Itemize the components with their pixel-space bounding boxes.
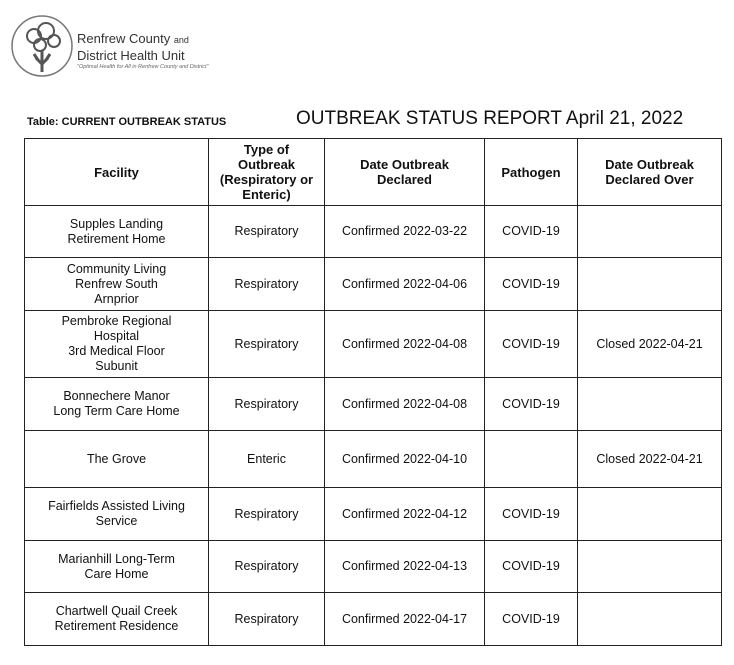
table-label: Table: CURRENT OUTBREAK STATUS xyxy=(27,116,227,128)
type-cell: Respiratory xyxy=(208,310,325,378)
column-header: Facility xyxy=(24,138,209,206)
table-row: Pembroke Regional Hospital 3rd Medical Flo… xyxy=(24,310,722,378)
column-header: Pathogen xyxy=(484,138,578,206)
facility-line: Community Living xyxy=(66,261,167,276)
table-body: Supples Landing Retirement Home Respirator… xyxy=(24,205,722,646)
outbreak-table: Facility Type of Outbreak (Respiratory or… xyxy=(24,138,722,646)
facility-line: Subunit xyxy=(95,359,138,373)
facility-line: Retirement Home xyxy=(67,231,166,246)
facility-cell: Fairfields Assisted Living Service xyxy=(24,487,209,541)
org-name-line-2: District Health Unit xyxy=(77,48,185,63)
header-row: Facility Type of Outbreak (Respiratory or… xyxy=(24,138,722,206)
facility-line: Chartwell Quail Creek xyxy=(55,604,178,618)
type-cell: Respiratory xyxy=(208,377,325,431)
logo xyxy=(11,15,73,77)
facility-line: Service xyxy=(95,514,138,528)
column-header: Date Outbreak Declared Over xyxy=(577,138,722,206)
facility-line: Retirement Residence xyxy=(54,619,179,633)
type-cell: Enteric xyxy=(208,430,325,488)
pathogen-cell: COVID-19 xyxy=(484,205,578,258)
over-cell xyxy=(577,487,722,541)
facility-line: Pembroke Regional xyxy=(61,314,172,328)
declared-cell: Confirmed 2022-04-12 xyxy=(324,487,485,541)
pathogen-cell: COVID-19 xyxy=(484,487,578,541)
facility-line: Fairfields Assisted Living xyxy=(48,499,185,513)
over-cell: Closed 2022-04-21 xyxy=(577,310,722,378)
facility-line: Hospital xyxy=(93,329,140,343)
type-cell: Respiratory xyxy=(208,257,325,311)
over-cell xyxy=(577,540,722,593)
declared-cell: Confirmed 2022-04-10 xyxy=(324,430,485,488)
pathogen-cell: COVID-19 xyxy=(484,592,578,646)
facility-line: 3rd Medical Floor xyxy=(68,344,165,358)
facility-cell: Bonnechere Manor Long Term Care Home xyxy=(24,377,209,431)
facility-line: Long Term Care Home xyxy=(53,404,180,418)
type-cell: Respiratory xyxy=(208,487,325,541)
table-row: The Grove Enteric Confirmed 2022-04-10 Clos… xyxy=(24,430,722,488)
over-cell xyxy=(577,257,722,311)
facility-line: Bonnechere Manor xyxy=(63,389,170,403)
facility-cell: Chartwell Quail Creek Retirement Residenc… xyxy=(24,592,209,646)
pathogen-cell: COVID-19 xyxy=(484,377,578,431)
facility-cell: The Grove xyxy=(24,430,209,488)
declared-cell: Confirmed 2022-04-06 xyxy=(324,257,485,311)
declared-cell: Confirmed 2022-04-13 xyxy=(324,540,485,593)
over-cell xyxy=(577,592,722,646)
report-title: OUTBREAK STATUS REPORT April 21, 2022 xyxy=(296,108,684,129)
pathogen-cell: COVID-19 xyxy=(484,310,578,378)
org-name-line-1: Renfrew County and xyxy=(77,31,189,46)
facility-line: Care Home xyxy=(84,566,149,581)
facility-line: Supples Landing xyxy=(69,216,164,231)
column-header: Date Outbreak Declared xyxy=(324,138,485,206)
facility-cell: Supples Landing Retirement Home xyxy=(24,205,209,258)
over-cell xyxy=(577,377,722,431)
type-cell: Respiratory xyxy=(208,205,325,258)
facility-line: Marianhill Long-Term xyxy=(58,551,175,566)
type-cell: Respiratory xyxy=(208,592,325,646)
over-cell: Closed 2022-04-21 xyxy=(577,430,722,488)
org-name-suffix: and xyxy=(173,35,189,45)
facility-line: Arnprior xyxy=(94,291,139,306)
declared-cell: Confirmed 2022-04-08 xyxy=(324,377,485,431)
declared-cell: Confirmed 2022-04-08 xyxy=(324,310,485,378)
pathogen-cell xyxy=(484,430,578,488)
table-row: Supples Landing Retirement Home Respirator… xyxy=(24,205,722,258)
table-row: Marianhill Long-Term Care Home Respiratory… xyxy=(24,540,722,593)
org-name: Renfrew County xyxy=(77,31,171,46)
type-cell: Respiratory xyxy=(208,540,325,593)
facility-line: The Grove xyxy=(86,451,147,466)
facility-cell: Marianhill Long-Term Care Home xyxy=(24,540,209,593)
declared-cell: Confirmed 2022-03-22 xyxy=(324,205,485,258)
declared-cell: Confirmed 2022-04-17 xyxy=(324,592,485,646)
tagline: "Optimal Health for All in Renfrew Count… xyxy=(77,64,209,70)
table-row: Fairfields Assisted Living Service Respira… xyxy=(24,487,722,541)
table-row: Bonnechere Manor Long Term Care Home Respi… xyxy=(24,377,722,431)
table-row: Community Living Renfrew South Arnprior Res… xyxy=(24,257,722,311)
pathogen-cell: COVID-19 xyxy=(484,257,578,311)
facility-cell: Pembroke Regional Hospital 3rd Medical Flo… xyxy=(24,310,209,378)
facility-cell: Community Living Renfrew South Arnprior xyxy=(24,257,209,311)
table-row: Chartwell Quail Creek Retirement Residenc… xyxy=(24,592,722,646)
facility-line: Renfrew South xyxy=(75,276,158,291)
pathogen-cell: COVID-19 xyxy=(484,540,578,593)
over-cell xyxy=(577,205,722,258)
column-header: Type of Outbreak (Respiratory or Enteric… xyxy=(208,138,325,206)
